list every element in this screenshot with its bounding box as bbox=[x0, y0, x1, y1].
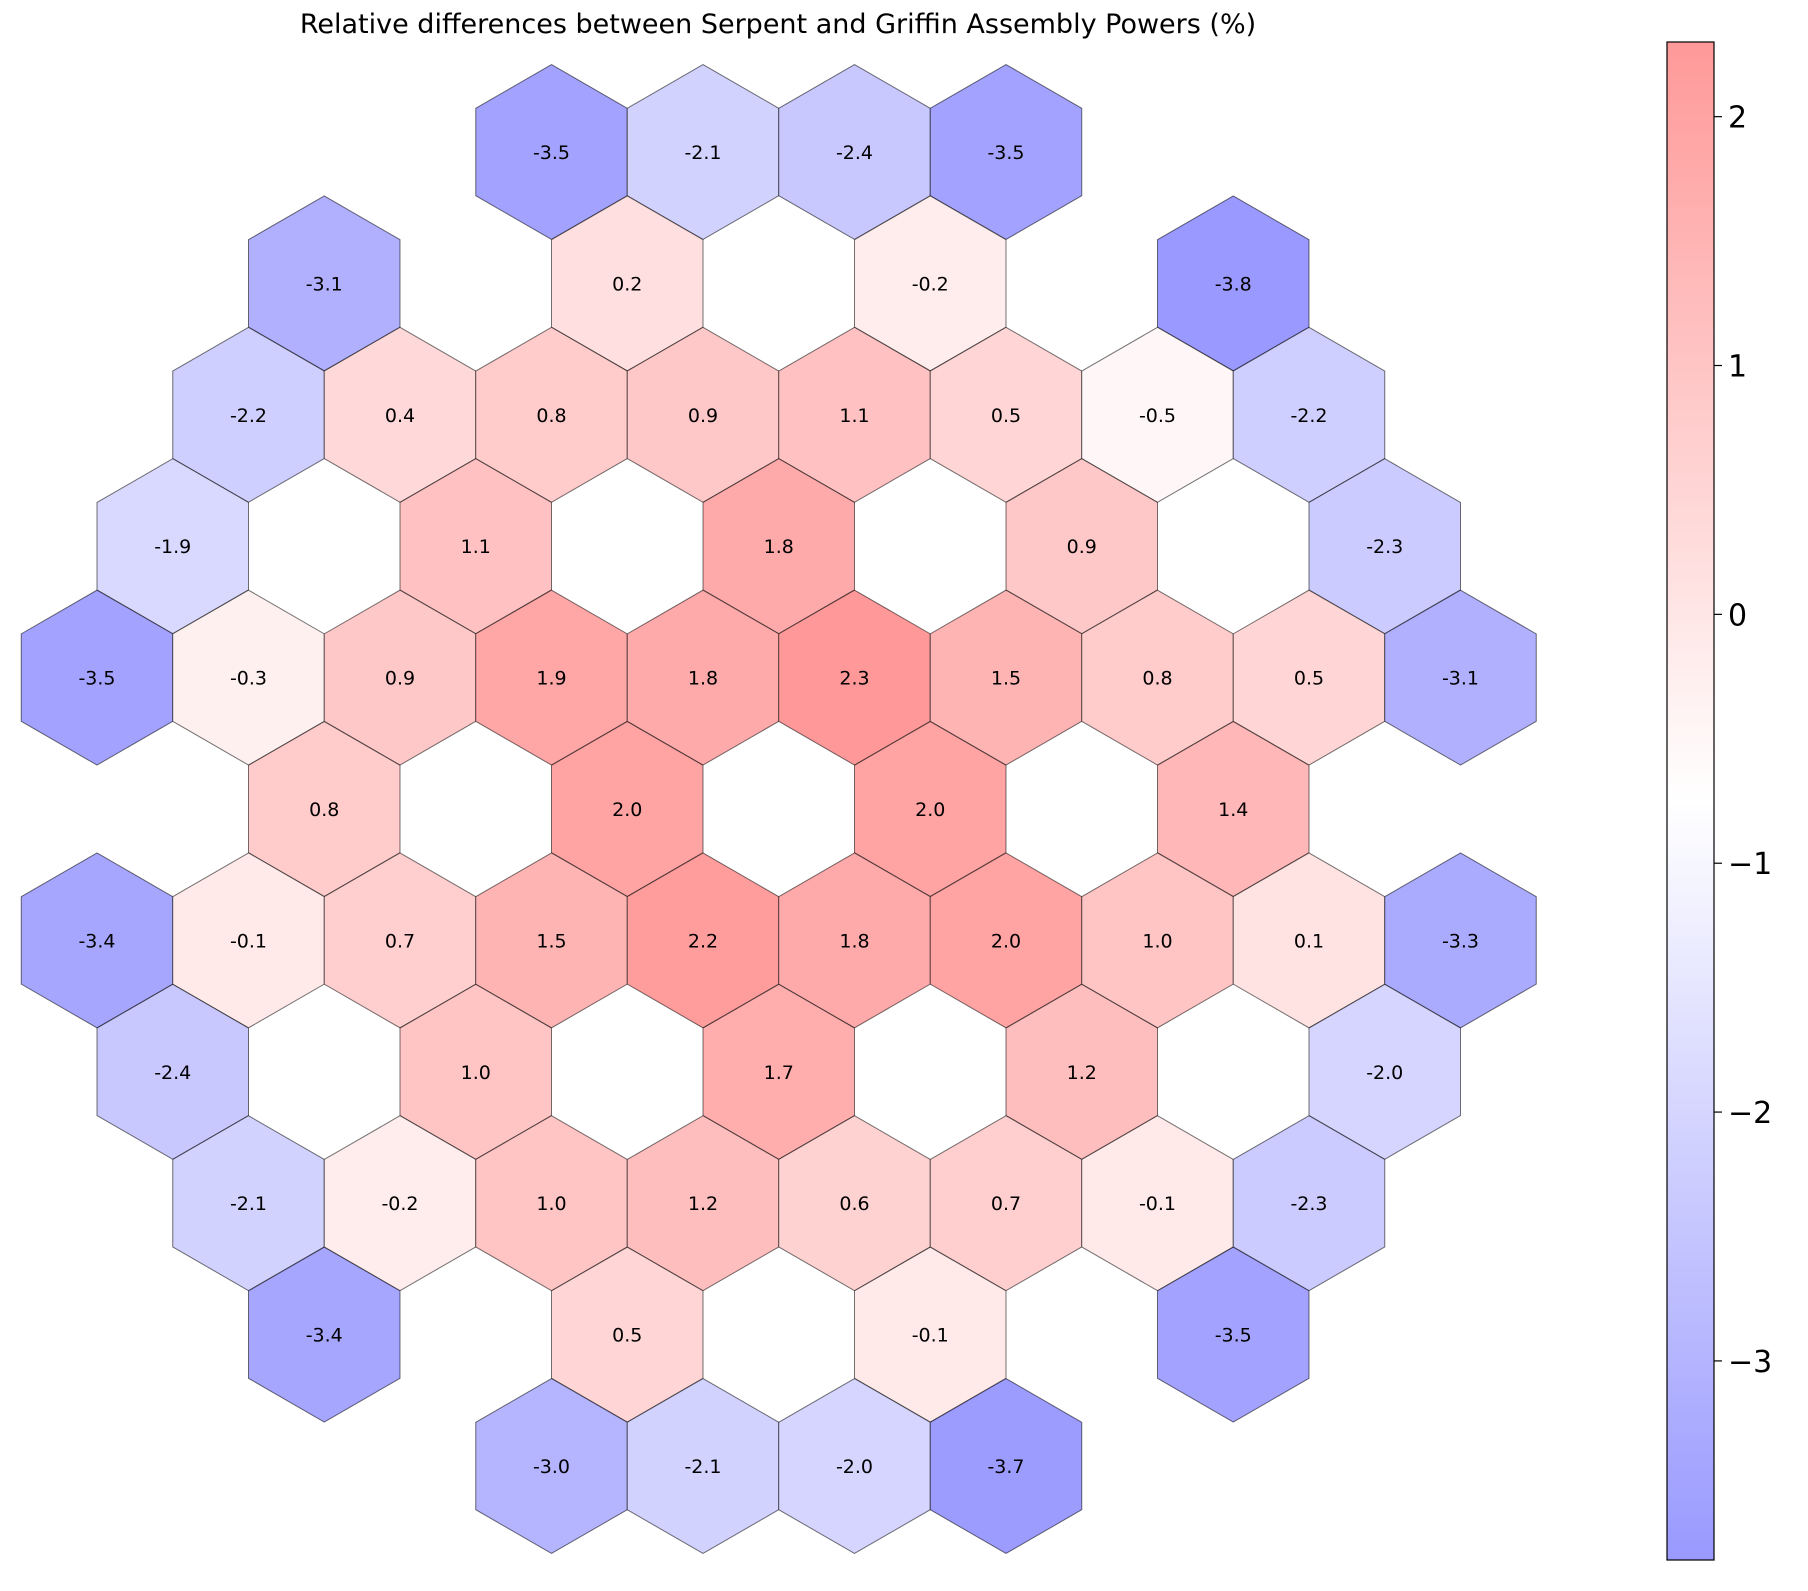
hex-value-label: -0.1 bbox=[912, 1325, 949, 1347]
hex-cell-layer: -3.5 -2.1 -2.4 -3.5 -3.1 0.2 -0.2 -3.8 -2.2 0.4 0.… bbox=[20, 63, 1537, 1555]
hex-value-label: -2.1 bbox=[230, 1193, 267, 1215]
hex-value-label: -3.3 bbox=[1442, 930, 1479, 952]
hex-value-label: 2.0 bbox=[991, 930, 1021, 952]
hex-value-label: 0.8 bbox=[309, 799, 339, 821]
hex-value-label: -3.8 bbox=[1215, 273, 1252, 295]
hex-value-label: 1.5 bbox=[536, 930, 566, 952]
hex-value-label: -3.0 bbox=[533, 1456, 570, 1478]
hex-cell bbox=[929, 1377, 1083, 1555]
colorbar-tick-label: −2 bbox=[1728, 1096, 1772, 1131]
hex-value-label: -0.2 bbox=[912, 273, 949, 295]
hex-value-label: 2.2 bbox=[688, 930, 718, 952]
hex-value-label: 0.8 bbox=[536, 405, 566, 427]
chart-title: Relative differences between Serpent and… bbox=[300, 9, 1256, 40]
hex-value-label: -0.3 bbox=[230, 668, 267, 690]
colorbar-ticks: −3 −2 −1 0 1 2 bbox=[1714, 101, 1772, 1380]
hex-value-label: -3.1 bbox=[1442, 668, 1479, 690]
hex-value-label: -3.5 bbox=[987, 142, 1024, 164]
hex-value-label: 1.9 bbox=[536, 668, 566, 690]
colorbar-tick-label: −3 bbox=[1728, 1345, 1772, 1380]
hex-value-label: 1.8 bbox=[839, 930, 869, 952]
colorbar-rect bbox=[1666, 41, 1715, 1561]
colorbar-tick-label: 0 bbox=[1728, 598, 1747, 633]
hex-value-label: -2.4 bbox=[154, 1062, 191, 1084]
hex-value-label: 1.0 bbox=[1142, 930, 1172, 952]
hex-value-label: -2.1 bbox=[684, 142, 721, 164]
hex-value-label: 0.4 bbox=[385, 405, 415, 427]
colorbar: −3 −2 −1 0 1 2 bbox=[1666, 41, 1772, 1561]
hex-value-label: 1.1 bbox=[461, 536, 491, 558]
hex-value-label: -3.5 bbox=[78, 668, 115, 690]
hex-value-label: -2.3 bbox=[1290, 1193, 1327, 1215]
hex-value-label: -0.1 bbox=[230, 930, 267, 952]
hex-value-label: -2.1 bbox=[684, 1456, 721, 1478]
hex-value-label: 1.8 bbox=[688, 668, 718, 690]
hex-value-label: -2.2 bbox=[1290, 405, 1327, 427]
hex-value-label: -2.0 bbox=[836, 1456, 873, 1478]
hex-cell bbox=[1384, 589, 1537, 766]
hex-value-label: 0.9 bbox=[385, 668, 415, 690]
hex-value-label: -2.2 bbox=[230, 405, 267, 427]
hex-value-label: -3.4 bbox=[306, 1325, 343, 1347]
hex-value-label: 2.3 bbox=[839, 668, 869, 690]
hex-value-label: 1.0 bbox=[461, 1062, 491, 1084]
hex-value-label: -1.9 bbox=[154, 536, 191, 558]
hex-value-label: -2.4 bbox=[836, 142, 873, 164]
hex-value-label: 1.1 bbox=[839, 405, 869, 427]
hex-value-label: 1.0 bbox=[536, 1193, 566, 1215]
hex-value-label: 1.2 bbox=[688, 1193, 718, 1215]
hex-value-label: -2.0 bbox=[1366, 1062, 1403, 1084]
hex-value-label: -3.5 bbox=[1215, 1325, 1252, 1347]
hex-value-label: 1.8 bbox=[764, 536, 794, 558]
hex-cell bbox=[1157, 1246, 1310, 1423]
colorbar-tick-label: 1 bbox=[1728, 350, 1747, 385]
hex-cell bbox=[248, 1246, 401, 1423]
colorbar-tick-label: −1 bbox=[1728, 847, 1772, 882]
hex-value-label: -2.3 bbox=[1366, 536, 1403, 558]
hex-value-label: 1.4 bbox=[1218, 799, 1248, 821]
hex-value-label: 0.8 bbox=[1142, 668, 1172, 690]
hex-value-label: 0.5 bbox=[612, 1325, 642, 1347]
hex-value-label: 0.2 bbox=[612, 273, 642, 295]
hex-value-label: 1.5 bbox=[991, 668, 1021, 690]
hex-value-label: -3.7 bbox=[987, 1456, 1024, 1478]
hex-value-label: -3.4 bbox=[78, 930, 115, 952]
hex-value-label: -0.5 bbox=[1139, 405, 1176, 427]
hex-value-label: 0.6 bbox=[839, 1193, 869, 1215]
hex-value-label: 2.0 bbox=[612, 799, 642, 821]
hex-value-label: 0.7 bbox=[991, 1193, 1021, 1215]
hex-value-label: -3.5 bbox=[533, 142, 570, 164]
hex-value-label: 1.7 bbox=[764, 1062, 794, 1084]
hex-value-label: 0.7 bbox=[385, 930, 415, 952]
hex-value-label: 0.9 bbox=[688, 405, 718, 427]
hex-value-label: -0.2 bbox=[381, 1193, 418, 1215]
hex-value-label: 0.9 bbox=[1067, 536, 1097, 558]
colorbar-tick-label: 2 bbox=[1728, 101, 1747, 136]
hex-value-label: -0.1 bbox=[1139, 1193, 1176, 1215]
hex-value-label: -3.1 bbox=[306, 273, 343, 295]
hex-value-label: 0.5 bbox=[1294, 668, 1324, 690]
hex-value-label: 0.5 bbox=[991, 405, 1021, 427]
hex-value-label: 0.1 bbox=[1294, 930, 1324, 952]
hex-value-label: 1.2 bbox=[1067, 1062, 1097, 1084]
hex-value-label: 2.0 bbox=[915, 799, 945, 821]
